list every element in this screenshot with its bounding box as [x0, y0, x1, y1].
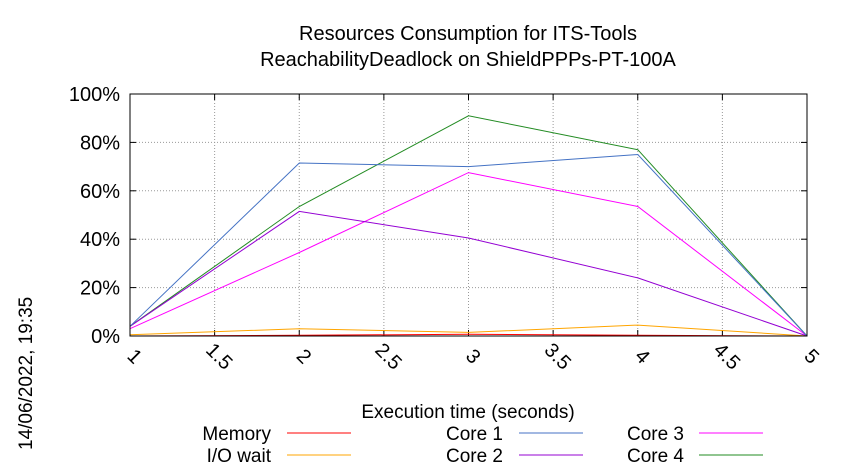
legend-label-i-o-wait: I/O wait: [207, 446, 272, 467]
series-lines: [129, 115, 808, 337]
x-tick-label: 2.5: [371, 339, 406, 374]
y-tick-label: 60%: [80, 181, 120, 203]
series-line-core-4: [129, 115, 808, 337]
legend-label-core-1: Core 1: [446, 424, 503, 445]
series-line-i-o-wait: [129, 324, 808, 337]
x-tick-label: 5: [800, 345, 823, 368]
plot-frame: [129, 93, 808, 337]
x-tick-label: 3.5: [540, 339, 575, 374]
y-tick-label: 100%: [69, 84, 120, 106]
x-tick-label: 4: [630, 345, 653, 368]
legend-label-core-3: Core 3: [627, 424, 684, 445]
x-tick-label: 2: [292, 345, 315, 368]
x-tick-label: 4.5: [709, 339, 744, 374]
legend-label-core-4: Core 4: [627, 446, 684, 467]
legend-label-memory: Memory: [202, 424, 271, 445]
x-tick-label: 1: [123, 345, 146, 368]
chart-title-line-1: Resources Consumption for ITS-Tools: [299, 23, 637, 45]
legend-label-core-2: Core 2: [446, 446, 503, 467]
x-axis-label: Execution time (seconds): [361, 402, 574, 423]
series-line-core-1: [129, 153, 808, 337]
grid-lines: [130, 94, 807, 336]
y-tick-label: 0%: [91, 326, 120, 348]
y-tick-label: 20%: [80, 278, 120, 300]
x-tick-label: 3: [461, 345, 484, 368]
y-axis-ticks: 0% 20% 40% 60% 80% 100%: [69, 84, 807, 348]
chart-title-line-2: ReachabilityDeadlock on ShieldPPPs-PT-10…: [260, 49, 676, 71]
series-line-core-2: [129, 210, 808, 337]
series-line-core-3: [129, 172, 808, 337]
x-tick-label: 1.5: [201, 339, 236, 374]
y-tick-label: 40%: [80, 229, 120, 251]
y-tick-label: 80%: [80, 132, 120, 154]
timestamp: 14/06/2022, 19:35: [16, 297, 37, 450]
